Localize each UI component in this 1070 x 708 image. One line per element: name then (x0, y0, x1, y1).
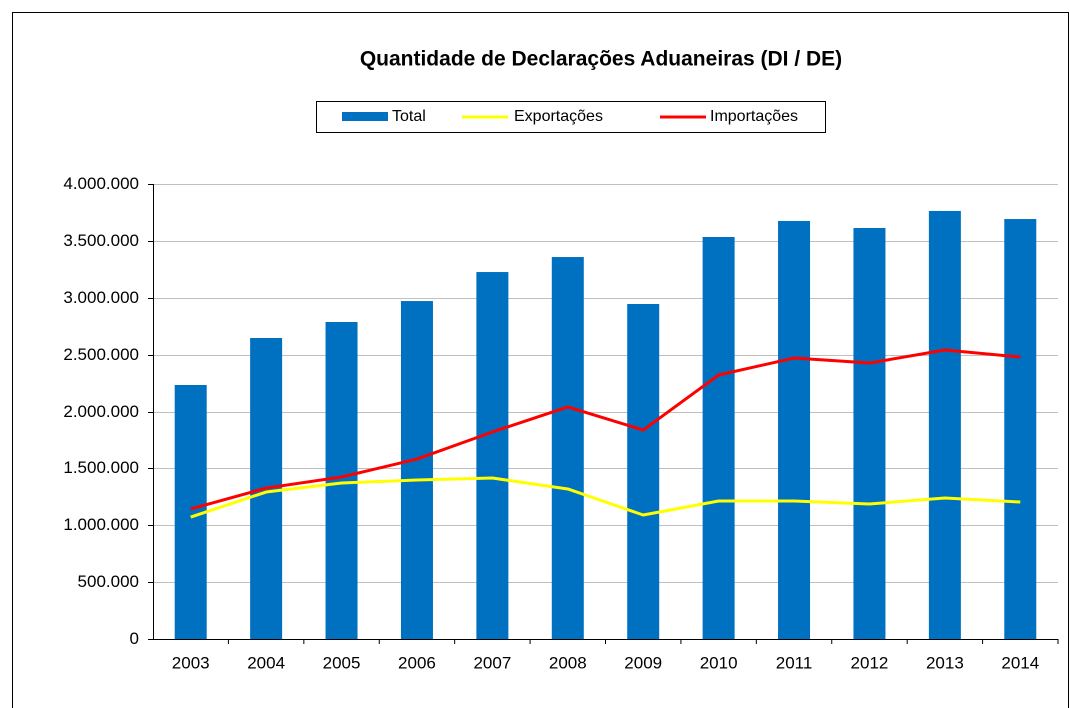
bar (476, 272, 509, 639)
x-tick-label: 2007 (473, 653, 511, 672)
y-tick-label: 1.000.000 (63, 515, 139, 534)
bar (325, 321, 358, 639)
bar (928, 210, 961, 640)
y-tick-label: 2.000.000 (63, 402, 139, 421)
bar (400, 301, 433, 639)
bar (702, 237, 735, 639)
bar (853, 228, 886, 640)
x-tick-label: 2011 (776, 653, 813, 672)
legend-label: Exportações (514, 108, 603, 125)
x-tick-label: 2006 (398, 653, 436, 672)
bar (778, 220, 811, 639)
bar (551, 257, 584, 639)
x-tick-label: 2013 (926, 653, 964, 672)
bar (627, 304, 660, 639)
x-tick-label: 2003 (172, 653, 210, 672)
x-tick-label: 2014 (1001, 653, 1039, 672)
line-series (190, 348, 1021, 511)
x-tick-label: 2009 (624, 653, 662, 672)
y-tick-label: 500.000 (78, 572, 139, 591)
y-tick-label: 3.000.000 (63, 288, 139, 307)
x-tick-label: 2010 (700, 653, 738, 672)
x-tick-label: 2008 (549, 653, 587, 672)
bar (1004, 219, 1037, 639)
y-tick-label: 0 (130, 629, 139, 648)
y-tick-label: 4.000.000 (63, 174, 139, 193)
line-series (190, 476, 1021, 519)
x-tick-label: 2005 (323, 653, 361, 672)
y-tick-label: 2.500.000 (63, 345, 139, 364)
legend-box (316, 101, 826, 133)
y-tick-label: 1.500.000 (63, 458, 139, 477)
legend-swatch (342, 112, 388, 121)
x-tick-label: 2012 (851, 653, 889, 672)
legend-label: Importações (710, 108, 798, 125)
y-tick-label: 3.500.000 (63, 231, 139, 250)
chart-title: Quantidade de Declarações Aduaneiras (DI… (360, 48, 842, 71)
x-tick-label: 2004 (247, 653, 285, 672)
legend-label: Total (392, 108, 426, 125)
